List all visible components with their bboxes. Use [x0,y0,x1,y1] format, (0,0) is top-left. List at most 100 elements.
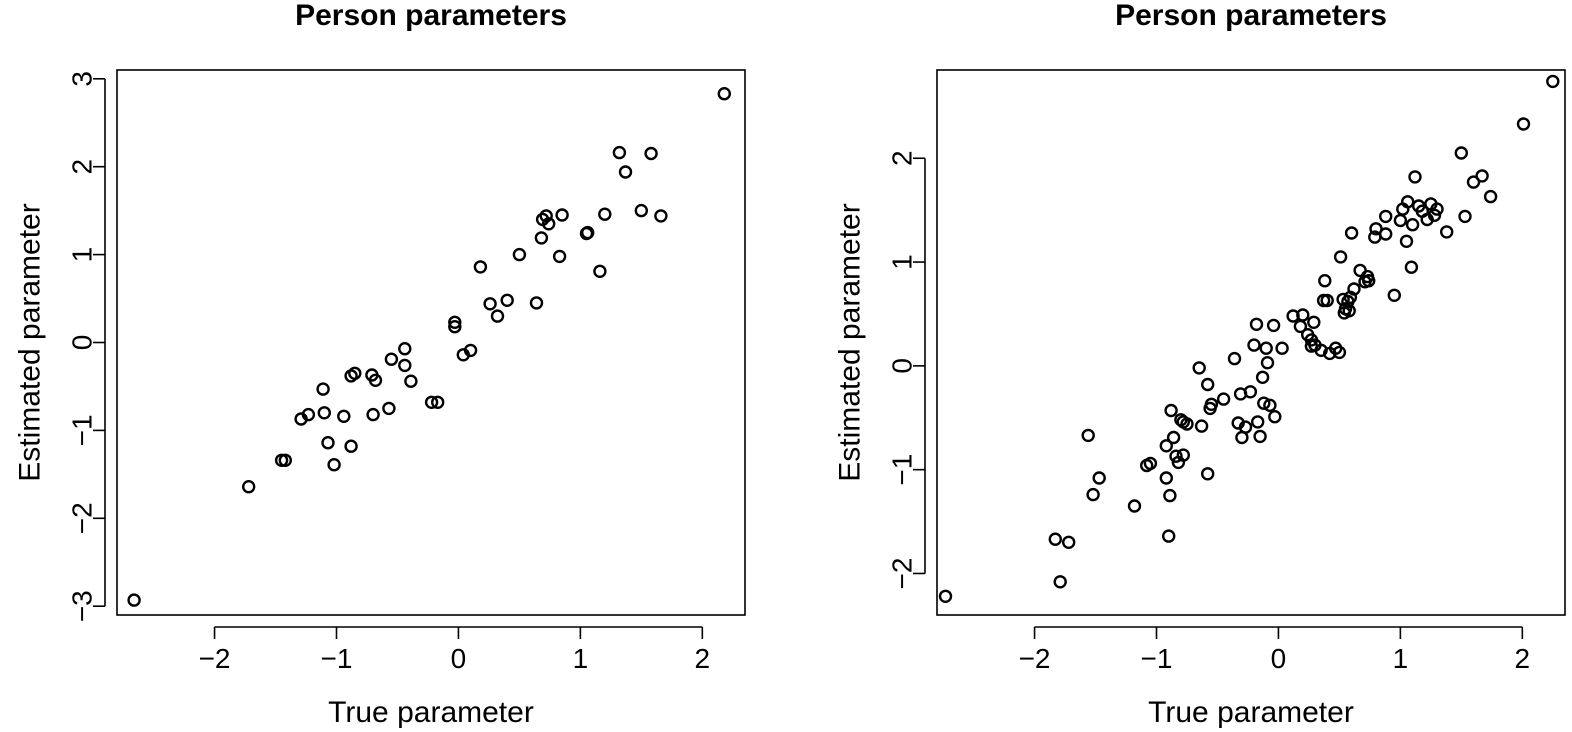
data-point [424,395,439,409]
data-point [1378,227,1393,241]
data-point [1250,415,1265,429]
data-point [1092,471,1106,485]
data-point [1466,175,1481,189]
data-point [1333,250,1348,264]
data-point [1342,304,1356,318]
y-tick-label: 0 [887,358,918,374]
data-point [321,436,335,450]
data-point [1393,213,1408,228]
data-point [717,86,731,101]
data-point [938,589,953,603]
data-point [1086,487,1100,502]
data-point [598,207,612,221]
x-tick-label: 0 [451,643,467,674]
data-point [1483,189,1498,204]
data-point [1430,202,1444,216]
data-point [241,480,256,494]
data-point [1344,226,1359,240]
data-point [529,296,544,310]
y-tick-label: 1 [887,254,918,270]
y-tick-label: 2 [887,150,918,166]
x-tick-label: 1 [573,643,589,674]
data-point [384,352,399,366]
data-point [1427,208,1442,223]
data-point [1399,234,1414,249]
data-point [1238,420,1253,434]
data-point [542,217,556,231]
data-point [1266,318,1281,333]
data-point [1253,429,1267,444]
data-point [1378,209,1393,224]
data-point [1255,370,1270,384]
data-point [1475,169,1489,183]
data-point [382,401,396,416]
data-point [404,374,418,388]
data-point [512,247,527,262]
data-point [1405,217,1420,232]
data-point [593,264,607,278]
data-point [552,249,567,264]
data-point [1176,448,1191,462]
data-point [1163,488,1177,503]
data-point [1053,575,1067,589]
x-tick-label: −1 [321,643,353,674]
data-point [1408,170,1422,184]
data-point [1243,385,1258,399]
data-point [1260,356,1275,370]
x-tick-label: 2 [695,643,711,674]
data-point [1332,345,1347,360]
data-point [1259,341,1273,355]
data-point [1263,398,1277,412]
data-point [1159,439,1174,453]
data-point [448,315,462,329]
data-point [654,209,668,223]
data-point [1361,274,1376,288]
plot-frame [116,69,746,616]
y-tick-label: −1 [887,454,918,486]
data-point [539,209,553,223]
data-point [1061,535,1076,549]
data-point [1404,260,1419,274]
chart-title: Person parameters [295,0,567,32]
y-tick-label: 2 [67,159,98,175]
data-point [1127,499,1142,513]
data-point [1169,449,1183,463]
data-point [1320,293,1334,308]
data-point [327,458,341,472]
data-point [278,453,292,467]
data-point [473,260,488,274]
data-point [555,208,569,222]
y-tick-label: 3 [67,71,98,87]
data-point [1516,117,1531,131]
y-tick-label: −2 [887,558,918,590]
data-point [348,366,362,380]
data-point [1200,377,1215,392]
data-point [463,343,478,358]
data-point [1227,351,1242,366]
data-point [317,406,331,420]
x-tick-label: 0 [1271,643,1287,674]
x-tick-label: −2 [199,643,231,674]
data-point [127,593,141,607]
y-axis-label: Estimated parameter [14,203,47,481]
data-point [1307,315,1321,329]
data-point [337,409,351,423]
data-point [368,373,383,387]
y-tick-label: −2 [67,502,98,534]
y-tick-label: 1 [67,247,98,263]
x-axis-label: True parameter [328,696,534,729]
data-point [1200,467,1215,481]
x-tick-label: 1 [1393,643,1409,674]
y-tick-label: −3 [67,590,98,622]
data-point [1268,410,1282,424]
data-point [644,146,658,161]
data-point [1347,282,1361,296]
data-point [1081,428,1095,443]
data-point [301,407,316,422]
data-point [1159,471,1174,485]
x-axis-label: True parameter [1148,696,1354,729]
data-point [1247,338,1261,352]
data-point [398,342,412,356]
data-point [1194,419,1209,433]
